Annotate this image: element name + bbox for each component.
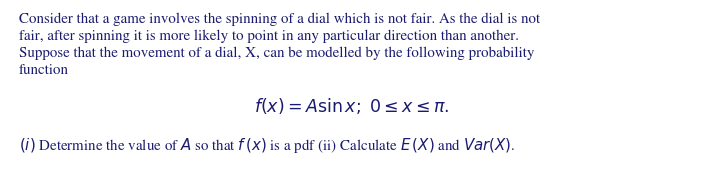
- Text: fair, after spinning it is more likely to point in any particular direction than: fair, after spinning it is more likely t…: [19, 30, 519, 43]
- Text: Consider that a game involves the spinning of a dial which is not fair. As the d: Consider that a game involves the spinni…: [19, 13, 540, 26]
- Text: $f(x) = A\sin x;\; 0 \leq x \leq \pi.$: $f(x) = A\sin x;\; 0 \leq x \leq \pi.$: [254, 96, 449, 116]
- Text: Suppose that the movement of a dial, X, can be modelled by the following probabi: Suppose that the movement of a dial, X, …: [19, 47, 534, 60]
- Text: $(i)$ Determine the value of $A$ so that $f\,(x)$ is a pdf (ii) Calculate $E\,(X: $(i)$ Determine the value of $A$ so that…: [19, 136, 515, 155]
- Text: function: function: [19, 64, 69, 77]
